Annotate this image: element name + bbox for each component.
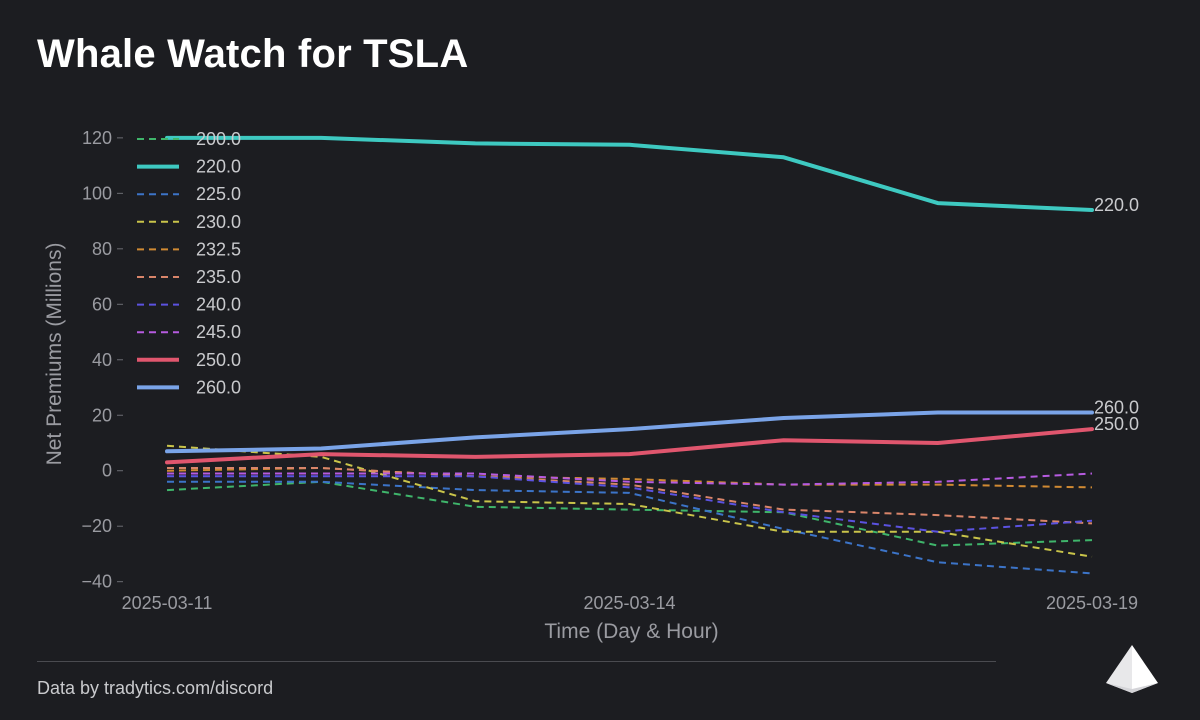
y-tick-label: −40 [81, 572, 112, 592]
x-axis-label: Time (Day & Hour) [544, 620, 718, 643]
x-tick-label: 2025-03-14 [583, 593, 675, 613]
legend-label: 232.5 [196, 239, 241, 259]
series-line-260-0 [165, 410, 1094, 454]
series-line-232-5 [166, 467, 1093, 489]
x-tick-label: 2025-03-11 [122, 593, 213, 613]
footer-divider [37, 661, 996, 662]
axis-layer: −40 −20 0 20 40 60 80 100 120 2025-03-11 2025-03-1… [43, 128, 1138, 643]
legend-label: 260.0 [196, 377, 241, 397]
legend-label: 220.0 [196, 157, 241, 177]
y-axis-label: Net Premiums (Millions) [43, 243, 66, 466]
series-line-220-0 [165, 135, 1094, 212]
legend-label: 230.0 [196, 212, 241, 232]
legend-label: 200.0 [196, 129, 241, 149]
series-line-200-0 [166, 480, 1093, 547]
series-line-245-0 [167, 472, 1093, 486]
x-tick-label: 2025-03-19 [1046, 593, 1138, 613]
footer-credit: Data by tradytics.com/discord [37, 678, 274, 698]
end-label-250-0: 250.0 [1094, 414, 1139, 434]
legend-label: 240.0 [196, 295, 241, 315]
y-tick-label: 100 [82, 183, 112, 203]
chart-legend: 200.0 220.0 225.0 230.0 232.5 235.0 240.0 245.0… [137, 129, 241, 397]
series-line-240-0 [167, 475, 1093, 533]
legend-label: 245.0 [196, 322, 241, 342]
end-label-260-0: 260.0 [1094, 397, 1139, 417]
line-chart: −40 −20 0 20 40 60 80 100 120 2025-03-11 2025-03-1… [43, 128, 1139, 643]
y-tick-label: 40 [92, 350, 112, 370]
legend-label: 250.0 [196, 350, 241, 370]
y-tick-label: 20 [92, 405, 112, 425]
legend-label: 225.0 [196, 184, 241, 204]
y-tick-label: 80 [92, 239, 112, 259]
legend-label: 235.0 [196, 267, 241, 287]
series-line-235-0 [167, 467, 1093, 525]
y-tick-label: 120 [82, 128, 112, 148]
series-line-225-0 [167, 480, 1093, 575]
series-line-250-0 [165, 427, 1094, 465]
y-tick-label: 0 [102, 461, 112, 481]
series-line-230-0 [166, 444, 1093, 558]
y-tick-label: −20 [81, 516, 112, 536]
end-label-220-0: 220.0 [1094, 195, 1139, 215]
tradytics-logo-icon [1106, 645, 1158, 693]
y-tick-label: 60 [92, 294, 112, 314]
page-title: Whale Watch for TSLA [37, 32, 469, 76]
series-layer [165, 135, 1094, 575]
